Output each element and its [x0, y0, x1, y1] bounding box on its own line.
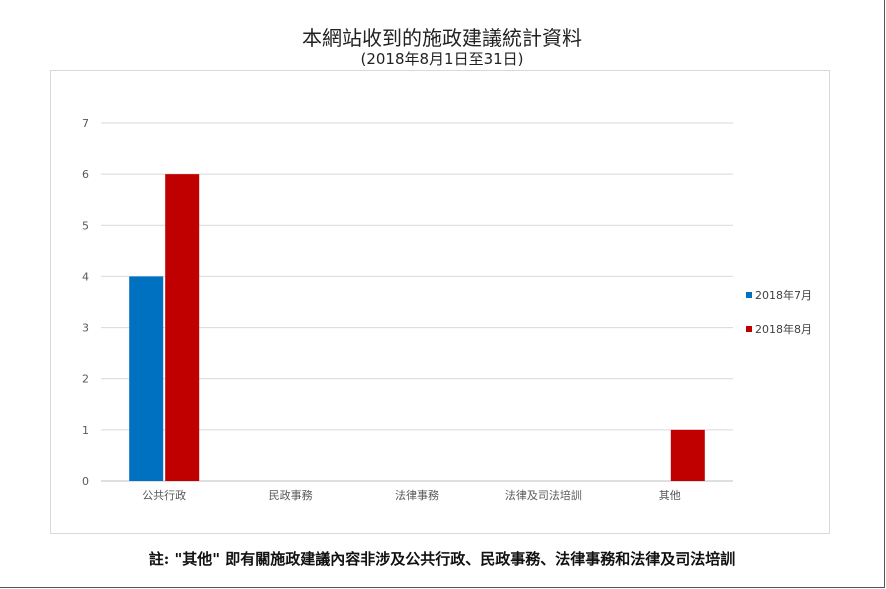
x-tick-label: 法律事務 [395, 488, 439, 502]
chart-area: 0 1 2 3 4 5 6 7 公共行政 民政事務 法律事務 法律及司法培訓 其他 [50, 70, 830, 534]
y-tick-label: 7 [82, 117, 89, 130]
bar [670, 429, 705, 481]
chart-title: 本網站收到的施政建議統計資料 [302, 26, 582, 50]
x-tick-label: 法律及司法培訓 [505, 488, 582, 502]
legend-label-august: 2018年8月 [755, 323, 812, 336]
x-tick-label: 民政事務 [269, 488, 313, 502]
footnote: 註: "其他" 即有關施政建議內容非涉及公共行政、民政事務、法律事務和法律及司法… [148, 550, 736, 568]
y-tick-label: 2 [82, 373, 89, 386]
legend-swatch-july [746, 292, 752, 298]
x-tick-label: 其他 [659, 489, 681, 502]
y-tick-label: 5 [82, 219, 89, 232]
legend-item-august: 2018年8月 [746, 321, 812, 337]
legend: 2018年7月 2018年8月 [746, 287, 812, 355]
y-tick-label: 0 [82, 475, 89, 488]
bar-chart: 0 1 2 3 4 5 6 7 公共行政 民政事務 法律事務 法律及司法培訓 其他 [82, 117, 733, 502]
bar [129, 276, 164, 481]
y-tick-label: 3 [82, 322, 89, 335]
bar [165, 174, 200, 481]
legend-item-july: 2018年7月 [746, 287, 812, 303]
y-tick-label: 4 [82, 270, 89, 283]
chart-subtitle: (2018年8月1日至31日) [360, 50, 524, 68]
legend-label-july: 2018年7月 [755, 289, 812, 302]
x-tick-label: 公共行政 [142, 488, 186, 502]
y-tick-label: 1 [82, 424, 89, 437]
y-tick-label: 6 [82, 168, 89, 181]
legend-swatch-august [746, 326, 752, 332]
